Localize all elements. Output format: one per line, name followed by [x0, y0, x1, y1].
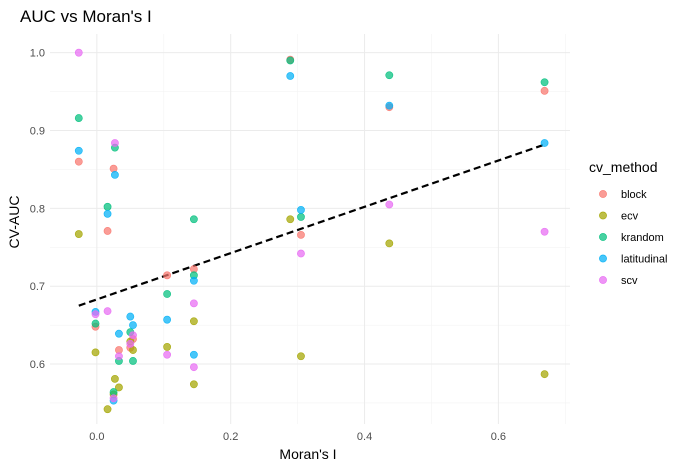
legend-title: cv_method — [589, 159, 657, 175]
y-tick-label: 1.0 — [30, 48, 45, 60]
data-point-latitudinal — [297, 206, 305, 214]
data-point-latitudinal — [129, 321, 137, 330]
y-tick-label: 0.9 — [30, 126, 45, 138]
data-point-block — [540, 86, 549, 95]
data-point-ecv — [297, 352, 305, 361]
x-tick-label: 0.6 — [491, 431, 506, 443]
data-point-latitudinal — [385, 101, 394, 110]
x-axis-title: Moran's I — [279, 446, 336, 462]
trend-line — [78, 143, 545, 307]
data-point-scv — [189, 363, 198, 372]
y-axis-ticks: 0.6 0.7 0.8 0.9 1.0 — [30, 48, 45, 371]
legend-item-scv: scv — [599, 275, 638, 287]
x-axis-ticks: 0.0 0.2 0.4 0.6 — [89, 431, 506, 443]
data-point-scv — [385, 200, 394, 209]
legend-swatch — [599, 190, 607, 198]
data-point-krandom — [540, 78, 549, 87]
data-point-scv — [103, 307, 112, 316]
data-point-block — [74, 157, 83, 166]
legend-label: krandom — [621, 232, 664, 244]
legend-item-block: block — [599, 189, 647, 201]
data-point-block — [297, 230, 305, 239]
data-point-latitudinal — [540, 139, 549, 147]
legend-swatch — [599, 211, 607, 220]
legend-items: block ecv krandom latitudinal scv — [599, 189, 667, 287]
data-point-krandom — [129, 357, 137, 365]
data-point-krandom — [385, 71, 394, 80]
data-point-scv — [109, 394, 118, 403]
data-point-ecv — [115, 383, 123, 392]
data-point-ecv — [189, 380, 198, 389]
legend-label: scv — [621, 275, 638, 287]
points-layer — [74, 48, 549, 414]
legend-label: block — [621, 189, 647, 201]
data-point-scv — [163, 350, 172, 359]
data-point-latitudinal — [111, 170, 119, 179]
chart-title: AUC vs Moran's I — [20, 7, 152, 26]
data-point-scv — [129, 331, 137, 340]
legend: cv_method block ecv krandom latitudinal scv — [589, 159, 667, 287]
data-point-latitudinal — [163, 315, 172, 324]
major-gridlines — [50, 34, 570, 424]
y-axis-title: CV-AUC — [6, 196, 22, 249]
data-point-ecv — [286, 215, 295, 224]
legend-label: ecv — [621, 211, 639, 223]
data-point-scv — [189, 299, 198, 308]
data-point-scv — [115, 352, 123, 361]
y-tick-label: 0.6 — [30, 359, 45, 371]
data-point-ecv — [189, 317, 198, 326]
x-tick-label: 0.4 — [357, 431, 372, 443]
data-point-scv — [126, 339, 135, 348]
data-point-krandom — [91, 319, 100, 328]
data-point-scv — [297, 249, 305, 258]
data-point-ecv — [163, 343, 172, 351]
legend-swatch — [599, 254, 607, 263]
data-point-ecv — [111, 374, 119, 383]
data-point-scv — [540, 227, 549, 236]
legend-item-ecv: ecv — [599, 211, 639, 223]
data-point-block — [163, 271, 172, 280]
data-point-latitudinal — [189, 350, 198, 359]
data-point-ecv — [385, 239, 394, 248]
data-point-latitudinal — [189, 276, 198, 285]
data-point-latitudinal — [126, 312, 135, 321]
legend-item-krandom: krandom — [599, 232, 664, 244]
data-point-krandom — [103, 202, 112, 211]
data-point-ecv — [74, 230, 83, 238]
y-tick-label: 0.7 — [30, 281, 45, 293]
data-point-scv — [111, 139, 119, 147]
legend-swatch — [599, 276, 607, 284]
data-point-krandom — [74, 114, 83, 122]
data-point-latitudinal — [74, 146, 83, 155]
data-point-latitudinal — [286, 72, 295, 80]
data-point-ecv — [91, 348, 100, 357]
data-point-krandom — [189, 215, 198, 224]
legend-swatch — [599, 233, 607, 241]
data-point-block — [103, 227, 112, 235]
x-tick-label: 0.2 — [223, 431, 238, 443]
minor-gridlines — [50, 34, 570, 424]
trend-line-layer — [78, 143, 545, 307]
data-point-krandom — [297, 213, 305, 221]
data-point-krandom — [163, 290, 172, 298]
plot-panel — [50, 34, 570, 424]
data-point-krandom — [286, 56, 295, 65]
data-point-ecv — [103, 405, 112, 414]
data-point-latitudinal — [103, 209, 112, 218]
legend-label: latitudinal — [621, 254, 667, 266]
data-point-ecv — [540, 370, 549, 379]
data-point-latitudinal — [115, 329, 123, 338]
data-point-scv — [91, 310, 100, 319]
y-tick-label: 0.8 — [30, 203, 45, 215]
legend-item-latitudinal: latitudinal — [599, 254, 667, 266]
data-point-scv — [74, 48, 83, 57]
x-tick-label: 0.0 — [89, 431, 104, 443]
